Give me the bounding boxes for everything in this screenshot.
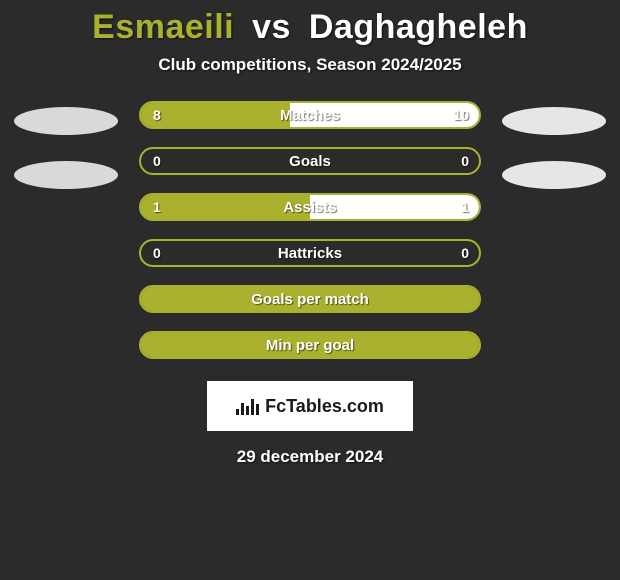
stat-label: Goals [141, 149, 479, 173]
date-line: 29 december 2024 [0, 447, 620, 467]
player2-avatar-secondary [502, 161, 606, 189]
player1-avatar [14, 107, 118, 135]
title-vs: vs [252, 8, 291, 46]
stat-bar: 00Hattricks [139, 239, 481, 267]
stat-bar: Min per goal [139, 331, 481, 359]
title-player2: Daghagheleh [309, 8, 528, 46]
stat-bar: 00Goals [139, 147, 481, 175]
title-player1: Esmaeili [92, 8, 234, 46]
stat-label: Goals per match [141, 287, 479, 311]
subtitle: Club competitions, Season 2024/2025 [0, 55, 620, 75]
logo-box: FcTables.com [207, 381, 413, 431]
stat-label: Assists [141, 195, 479, 219]
stat-bar: 11Assists [139, 193, 481, 221]
player2-avatar-column [499, 101, 609, 215]
comparison-card: Esmaeili vs Daghagheleh Club competition… [0, 0, 620, 580]
stats-column: 810Matches 00Goals 11Assists 00Hattricks Goa… [139, 101, 481, 359]
stat-label: Matches [141, 103, 479, 127]
stat-bar: 810Matches [139, 101, 481, 129]
stat-label: Hattricks [141, 241, 479, 265]
stat-bar: Goals per match [139, 285, 481, 313]
player1-avatar-column [11, 101, 121, 215]
page-title: Esmaeili vs Daghagheleh [0, 8, 620, 47]
chart-icon [236, 397, 259, 415]
main-row: 810Matches 00Goals 11Assists 00Hattricks Goa… [0, 101, 620, 359]
player2-avatar [502, 107, 606, 135]
stat-label: Min per goal [141, 333, 479, 357]
logo-text: FcTables.com [265, 396, 384, 417]
player1-avatar-secondary [14, 161, 118, 189]
